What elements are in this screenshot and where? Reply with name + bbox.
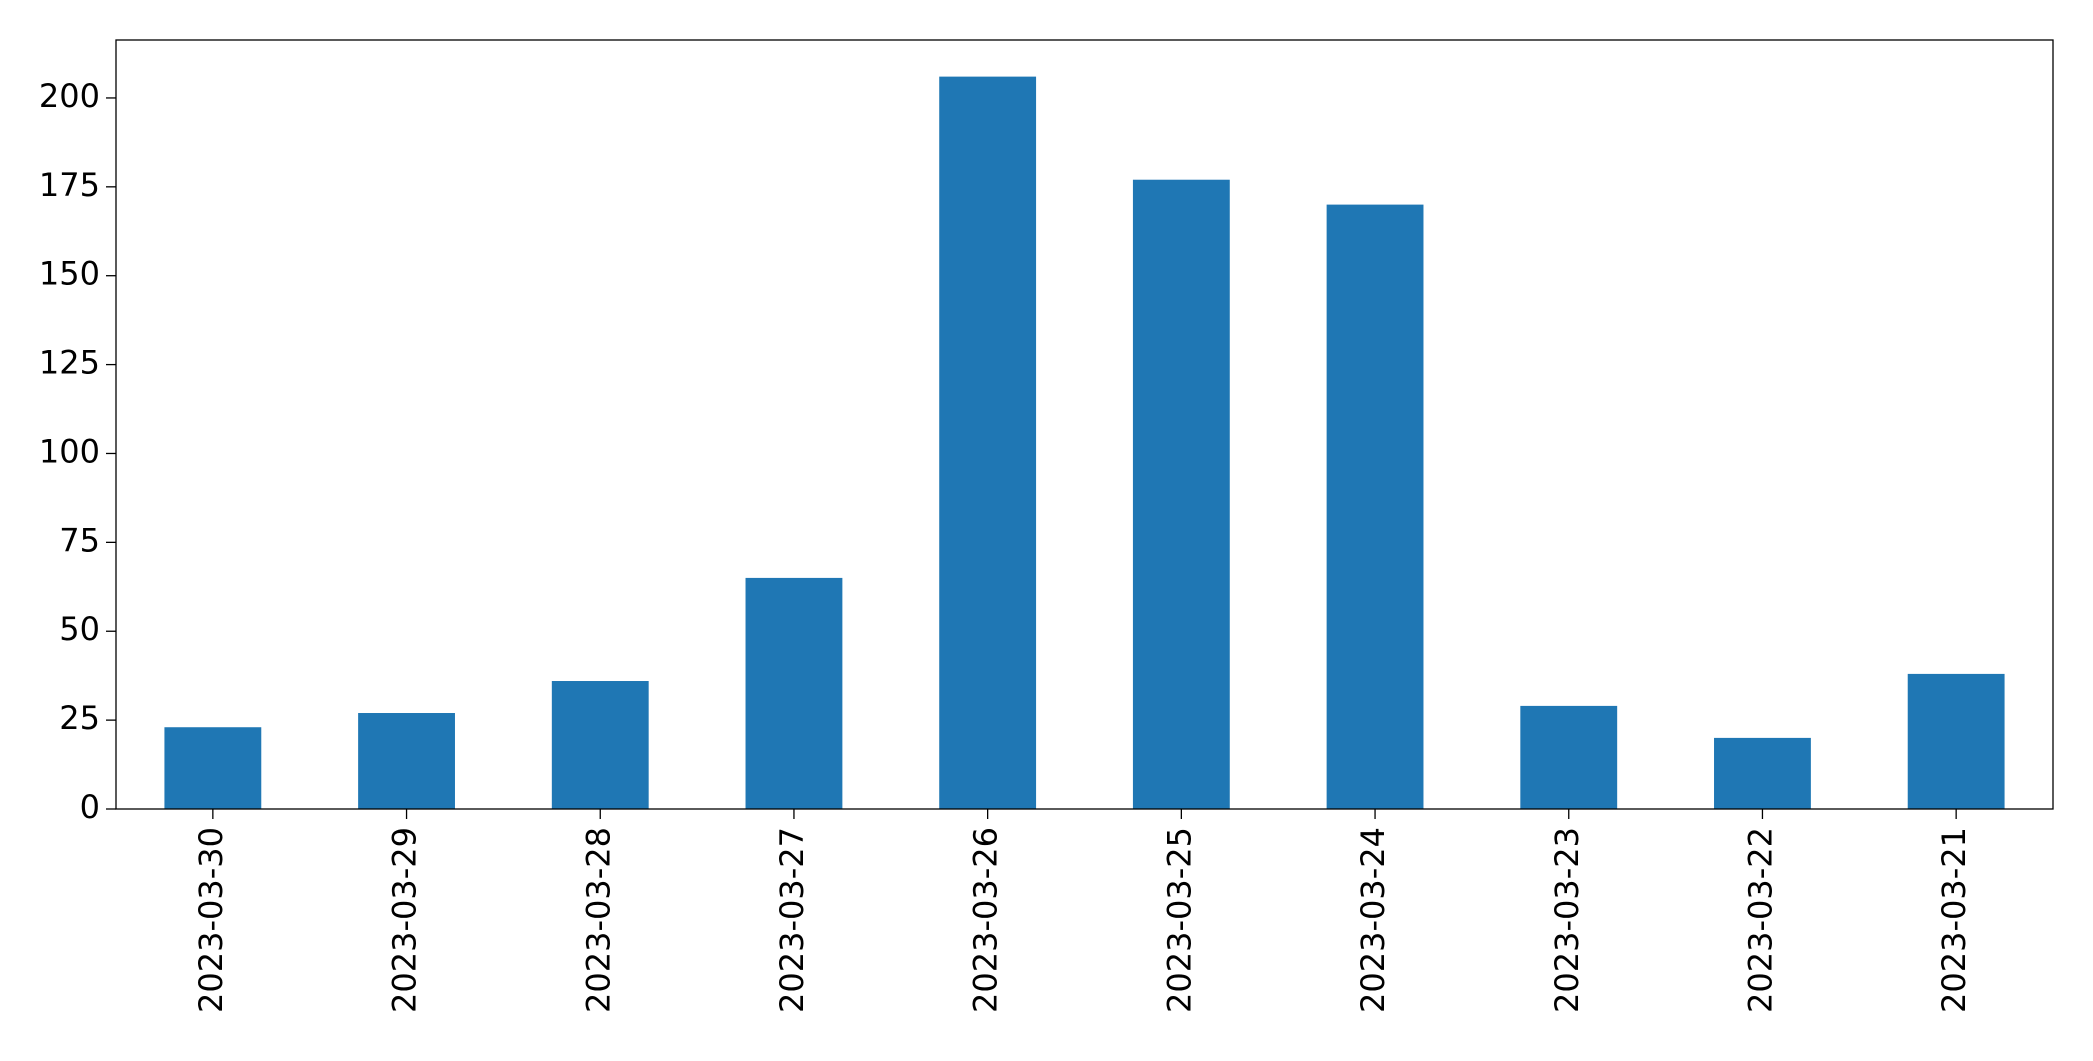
x-tick-label: 2023-03-22 [1741,827,1779,1013]
bar [551,681,649,809]
bar [939,76,1037,810]
bar [1326,204,1424,809]
x-tick-label: 2023-03-30 [192,827,230,1013]
y-tick-label: 75 [59,521,100,559]
bar [164,727,262,809]
plot-frame [115,39,2054,810]
x-tick-label: 2023-03-25 [1160,827,1198,1013]
bar [358,713,455,809]
x-tick-label: 2023-03-28 [579,827,617,1013]
x-tick-label: 2023-03-24 [1354,827,1392,1013]
y-tick-label: 25 [59,699,100,737]
y-tick-label: 200 [39,77,100,115]
bar [1520,705,1618,809]
bar [745,577,843,809]
y-tick-label: 150 [39,255,100,293]
x-tick-label: 2023-03-27 [773,827,811,1013]
x-tick-label: 2023-03-23 [1548,827,1586,1013]
bar [1714,737,1811,809]
x-tick-label: 2023-03-29 [386,827,424,1013]
y-tick-label: 125 [39,344,100,382]
bar [1132,179,1230,810]
y-tick-label: 0 [80,788,100,826]
y-tick-label: 175 [39,166,100,204]
x-tick-label: 2023-03-26 [967,827,1005,1013]
y-tick-label: 50 [59,610,100,648]
y-tick-label: 100 [39,432,100,470]
x-tick-label: 2023-03-21 [1935,827,1973,1013]
bar [1907,673,2005,809]
